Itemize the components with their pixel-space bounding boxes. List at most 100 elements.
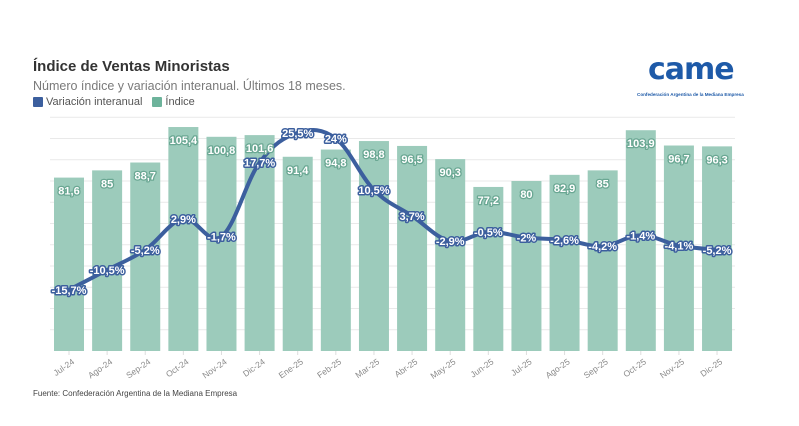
variation-point[interactable]: [715, 247, 720, 252]
variation-point[interactable]: [105, 268, 110, 273]
index-bar-label: 98,8: [363, 149, 384, 161]
x-tick-label: Abr-25: [393, 356, 420, 379]
gridlines: [50, 116, 735, 331]
variation-point[interactable]: [448, 239, 453, 244]
x-tick-label: Oct-25: [621, 356, 648, 379]
variation-label: -4,1%: [665, 241, 694, 253]
index-bar-label: 90,3: [439, 167, 460, 179]
variation-point[interactable]: [257, 160, 262, 165]
variation-point[interactable]: [67, 287, 71, 292]
variation-point[interactable]: [143, 247, 148, 252]
index-bar-label: 100,8: [208, 145, 236, 157]
source-note: Fuente: Confederación Argentina de la Me…: [33, 389, 238, 398]
variation-label: -2,9%: [436, 236, 465, 248]
variation-point[interactable]: [410, 213, 415, 218]
index-bar[interactable]: [511, 181, 542, 351]
index-bar[interactable]: [435, 159, 466, 351]
index-bar[interactable]: [244, 135, 275, 351]
legend: Variación interanual Índice: [33, 96, 195, 108]
logo-wordmark: came: [648, 52, 735, 87]
x-tick-label: Nov-25: [658, 356, 686, 380]
legend-swatch-indice: [152, 97, 163, 107]
index-bar[interactable]: [397, 145, 428, 351]
legend-item-indice[interactable]: Índice: [152, 96, 195, 108]
index-bar[interactable]: [282, 156, 313, 351]
variation-point[interactable]: [181, 216, 186, 221]
index-bar-label: 81,6: [58, 186, 79, 198]
variation-point[interactable]: [219, 234, 224, 239]
index-bar[interactable]: [358, 141, 389, 351]
variation-labels: -15,7%-10,5% -5,2% 2,9% -1,7% 17,7% 25,5% 24% 1…: [50, 126, 733, 298]
variation-label: -5,2%: [703, 245, 732, 257]
x-tick-label: May-25: [428, 356, 457, 381]
index-bar-labels: 81,6 85 88,7 105,4 100,8 101,6 91,4 94,8 98,8 96,…: [57, 134, 729, 209]
variation-point[interactable]: [600, 244, 605, 249]
variation-label: 10,5%: [358, 185, 389, 197]
legend-label-variacion: Variación interanual: [46, 96, 143, 108]
variation-label: -1,7%: [207, 231, 236, 243]
index-bar[interactable]: [54, 177, 84, 351]
index-bar-label: 91,4: [287, 165, 309, 177]
variation-point[interactable]: [562, 237, 567, 242]
index-bar-label: 77,2: [478, 195, 499, 207]
x-tick-label: Nov-24: [200, 356, 228, 380]
variation-label: -2,6%: [550, 235, 579, 247]
variation-point[interactable]: [371, 187, 376, 192]
variation-label: -5,2%: [131, 245, 160, 257]
variation-label: -4,2%: [588, 241, 617, 253]
index-bar-label: 101,6: [246, 143, 274, 155]
variation-label: -0,5%: [474, 227, 503, 239]
variation-label: 24%: [325, 134, 347, 146]
x-tick-label: Ago-24: [86, 356, 114, 380]
index-bar[interactable]: [92, 170, 123, 351]
legend-swatch-variacion: [33, 97, 43, 107]
variation-label: 25,5%: [282, 128, 313, 140]
index-bar[interactable]: [473, 186, 504, 351]
index-bar[interactable]: [625, 130, 656, 351]
variation-label: 17,7%: [244, 158, 275, 170]
index-bar-label: 94,8: [325, 158, 346, 170]
legend-label-indice: Índice: [165, 96, 195, 108]
came-logo: came Confederación Argentina de la Media…: [630, 52, 744, 104]
x-tick-label: Mar-25: [353, 356, 381, 380]
index-bar[interactable]: [320, 149, 351, 351]
index-bar[interactable]: [206, 136, 237, 351]
variation-point[interactable]: [486, 229, 491, 234]
index-bar[interactable]: [549, 174, 580, 351]
index-bar-label: 103,9: [627, 138, 655, 150]
index-bar-label: 80: [520, 189, 532, 201]
chart-subtitle: Número índice y variación interanual. Úl…: [33, 79, 346, 93]
index-bar-label: 105,4: [170, 135, 198, 147]
variation-label: -1,4%: [626, 230, 655, 242]
legend-item-variacion[interactable]: Variación interanual: [33, 96, 142, 108]
index-bar[interactable]: [587, 170, 618, 351]
x-axis-tick-labels: Jul-24 Ago-24 Sep-24 Oct-24 Nov-24 Dic-24 Ene-…: [51, 351, 724, 381]
index-bar[interactable]: [168, 127, 199, 352]
x-tick-label: Jul-24: [51, 356, 76, 378]
index-bar-label: 96,3: [706, 154, 727, 166]
index-bar-label: 88,7: [135, 171, 156, 183]
index-bar-label: 96,7: [668, 154, 689, 166]
variation-line: [67, 128, 720, 292]
logo-tagline: Confederación Argentina de la Mediana Em…: [637, 92, 744, 97]
variation-label: 3,7%: [400, 211, 425, 223]
variation-label: -2%: [517, 233, 537, 245]
x-tick-label: Ago-25: [544, 356, 572, 380]
variation-point[interactable]: [333, 136, 338, 141]
x-tick-label: Oct-24: [164, 356, 191, 379]
variation-label: -15,7%: [52, 285, 87, 297]
x-tick-label: Sep-24: [124, 356, 152, 380]
x-tick-label: Ene-25: [277, 356, 305, 380]
variation-label: 2,9%: [171, 214, 196, 226]
index-bar-label: 96,5: [401, 154, 422, 166]
variation-point[interactable]: [638, 233, 643, 238]
variation-point[interactable]: [295, 130, 300, 135]
variation-label: -10,5%: [90, 265, 125, 277]
variation-point[interactable]: [524, 235, 529, 240]
x-tick-label: Dic-24: [241, 356, 267, 378]
index-bar-label: 82,9: [554, 183, 575, 195]
x-tick-label: Jun-25: [468, 356, 495, 379]
variation-point[interactable]: [676, 243, 681, 248]
x-tick-label: Dic-25: [698, 356, 724, 378]
x-tick-label: Feb-25: [315, 356, 343, 380]
